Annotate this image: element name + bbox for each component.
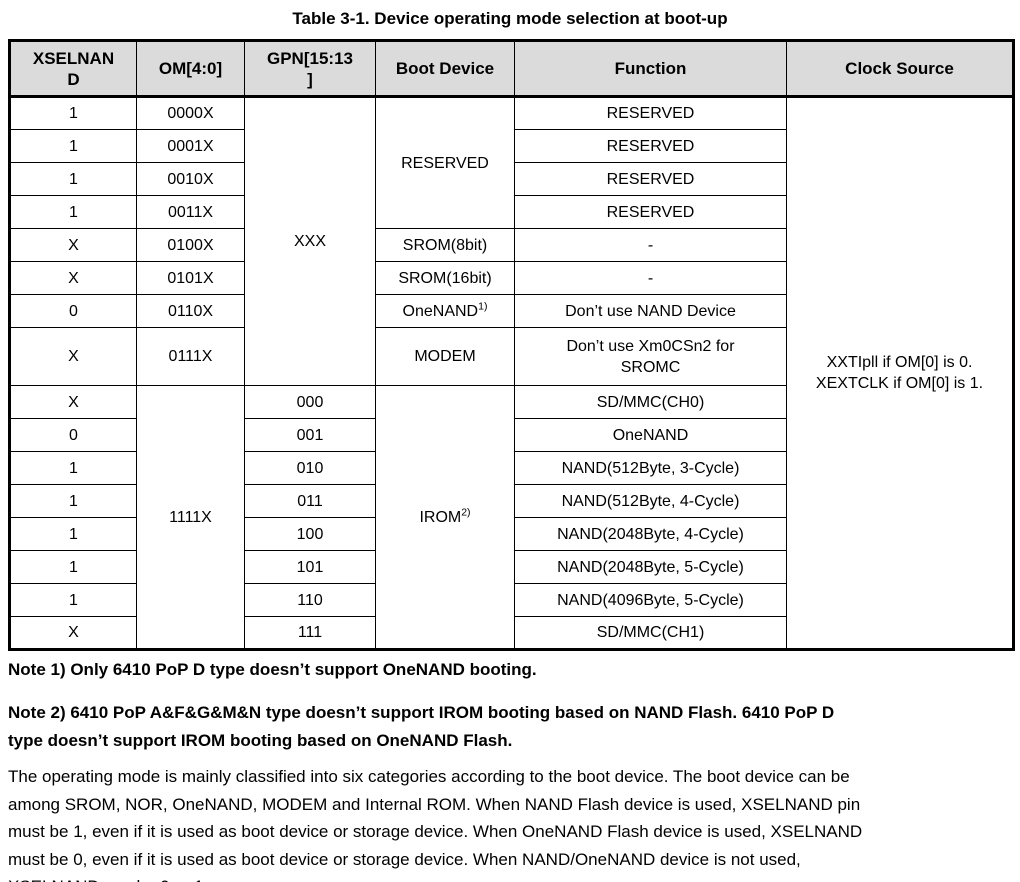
gpn-cell: 110 (244, 583, 376, 617)
table-row: 0 0110X OneNAND1) Don’t use NAND Device (9, 294, 1014, 328)
note-1-reference: 1) (478, 300, 488, 313)
header-gpn: GPN[15:13 ] (244, 40, 376, 98)
boot-device-cell: OneNAND1) (375, 294, 515, 328)
xselnand-cell: 1 (9, 451, 137, 485)
header-boot-device: Boot Device (375, 40, 515, 98)
xselnand-cell: 1 (9, 517, 137, 551)
table-row: X 0111X MODEM Don’t use Xm0CSn2 for SROM… (9, 327, 1014, 386)
table-row: X 0100X SROM(8bit) - (9, 228, 1014, 262)
table-header-row: XSELNAN D OM[4:0] GPN[15:13 ] Boot Devic… (9, 40, 1014, 98)
gpn-cell: 101 (244, 550, 376, 584)
header-clock-source: Clock Source (786, 40, 1014, 98)
function-cell: RESERVED (514, 195, 787, 229)
function-cell: NAND(512Byte, 4-Cycle) (514, 484, 787, 518)
function-cell: SD/MMC(CH1) (514, 616, 787, 650)
gpn-cell: 111 (244, 616, 376, 650)
function-cell: Don’t use Xm0CSn2 for SROMC (514, 327, 787, 386)
clock-source-cell: XXTIpll if OM[0] is 0. XEXTCLK if OM[0] … (786, 96, 1014, 650)
xselnand-cell: 1 (9, 195, 137, 229)
function-cell: - (514, 228, 787, 262)
table-row: X 0101X SROM(16bit) - (9, 261, 1014, 295)
xselnand-cell: X (9, 327, 137, 386)
om-cell: 0001X (136, 129, 245, 163)
function-cell: NAND(4096Byte, 5-Cycle) (514, 583, 787, 617)
function-cell: NAND(2048Byte, 4-Cycle) (514, 517, 787, 551)
xselnand-cell: X (9, 616, 137, 650)
xselnand-cell: 1 (9, 96, 137, 130)
gpn-merged-cell: XXX (244, 96, 376, 386)
xselnand-cell: 1 (9, 484, 137, 518)
table-row: X 1111X 000 IROM2) SD/MMC(CH0) (9, 385, 1014, 650)
gpn-cell: 010 (244, 451, 376, 485)
table-row: 1 010 NAND(512Byte, 3-Cycle) (9, 451, 1014, 485)
boot-device-label: OneNAND (402, 302, 479, 320)
table-row: 1 0001X RESERVED (9, 129, 1014, 163)
table-row: 0 001 OneNAND (9, 418, 1014, 452)
xselnand-cell: 1 (9, 129, 137, 163)
boot-device-label: IROM (419, 508, 462, 526)
header-xselnand: XSELNAN D (9, 40, 137, 98)
boot-device-cell: SROM(8bit) (375, 228, 515, 262)
om-cell: 0110X (136, 294, 245, 328)
xselnand-cell: 0 (9, 418, 137, 452)
om-cell: 0100X (136, 228, 245, 262)
boot-mode-table: XSELNAN D OM[4:0] GPN[15:13 ] Boot Devic… (8, 39, 1015, 651)
header-om: OM[4:0] (136, 40, 245, 98)
function-cell: NAND(2048Byte, 5-Cycle) (514, 550, 787, 584)
om-cell: 0011X (136, 195, 245, 229)
header-function: Function (514, 40, 787, 98)
note-2-reference: 2) (461, 506, 471, 519)
function-cell: OneNAND (514, 418, 787, 452)
page-title: Table 3-1. Device operating mode selecti… (292, 9, 728, 28)
boot-device-cell: MODEM (375, 327, 515, 386)
function-cell: - (514, 261, 787, 295)
om-cell: 0010X (136, 162, 245, 196)
boot-device-cell: IROM2) (375, 385, 515, 650)
note-1: Note 1) Only 6410 PoP D type doesn’t sup… (8, 660, 537, 679)
gpn-cell: 000 (244, 385, 376, 419)
xselnand-cell: X (9, 385, 137, 419)
gpn-cell: 001 (244, 418, 376, 452)
xselnand-cell: X (9, 261, 137, 295)
function-cell: RESERVED (514, 96, 787, 130)
function-cell: RESERVED (514, 162, 787, 196)
xselnand-cell: 0 (9, 294, 137, 328)
xselnand-cell: 1 (9, 583, 137, 617)
function-cell: RESERVED (514, 129, 787, 163)
xselnand-cell: X (9, 228, 137, 262)
xselnand-cell: 1 (9, 550, 137, 584)
table-row: X 111 SD/MMC(CH1) (9, 616, 1014, 650)
gpn-cell: 011 (244, 484, 376, 518)
note-2: Note 2) 6410 PoP A&F&G&M&N type doesn’t … (8, 703, 835, 750)
boot-device-cell: RESERVED (375, 96, 515, 229)
gpn-cell: 100 (244, 517, 376, 551)
om-cell: 0111X (136, 327, 245, 386)
om-merged-cell: 1111X (136, 385, 245, 650)
boot-device-cell: SROM(16bit) (375, 261, 515, 295)
xselnand-cell: 1 (9, 162, 137, 196)
table-row: 1 100 NAND(2048Byte, 4-Cycle) (9, 517, 1014, 551)
description-paragraph: The operating mode is mainly classified … (8, 767, 863, 882)
function-cell: NAND(512Byte, 3-Cycle) (514, 451, 787, 485)
om-cell: 0000X (136, 96, 245, 130)
function-cell: SD/MMC(CH0) (514, 385, 787, 419)
table-row: 1 0000X XXX RESERVED RESERVED XXTIpll if… (9, 96, 1014, 650)
function-cell: Don’t use NAND Device (514, 294, 787, 328)
om-cell: 0101X (136, 261, 245, 295)
